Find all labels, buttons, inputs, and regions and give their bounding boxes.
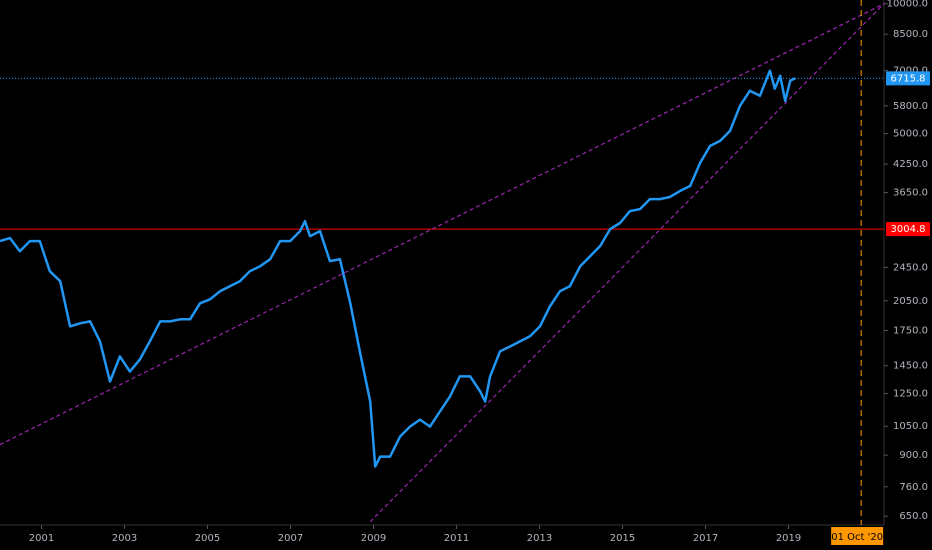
price-label-box bbox=[886, 222, 930, 237]
y-tick-label: 2050.0 bbox=[893, 296, 928, 307]
y-tick-label: 1250.0 bbox=[893, 389, 928, 400]
x-tick-label: 2015 bbox=[610, 533, 635, 544]
y-tick-label: 1050.0 bbox=[893, 421, 928, 432]
x-tick-label: 2019 bbox=[776, 533, 801, 544]
time-label: 01 Oct '20 bbox=[831, 532, 883, 543]
x-tick-label: 2001 bbox=[29, 533, 54, 544]
x-tick-label: 2007 bbox=[278, 533, 303, 544]
trend-line bbox=[0, 3, 885, 446]
x-tick-label: 2017 bbox=[693, 533, 718, 544]
y-tick-label: 900.0 bbox=[899, 450, 928, 461]
price-line bbox=[0, 69, 796, 468]
y-tick-label: 760.0 bbox=[899, 482, 928, 493]
y-tick-label: 10000.0 bbox=[887, 0, 928, 10]
y-tick-label: 1750.0 bbox=[893, 325, 928, 336]
x-tick-label: 2009 bbox=[361, 533, 386, 544]
y-tick-label: 8500.0 bbox=[893, 29, 928, 40]
y-tick-label: 1450.0 bbox=[893, 361, 928, 372]
y-tick-label: 4250.0 bbox=[893, 159, 928, 170]
x-tick-label: 2011 bbox=[444, 533, 469, 544]
price-label: 3004.8 bbox=[891, 224, 926, 235]
price-label: 6715.8 bbox=[891, 73, 926, 84]
y-tick-label: 3650.0 bbox=[893, 188, 928, 199]
x-tick-label: 2003 bbox=[112, 533, 137, 544]
trend-line bbox=[369, 3, 885, 523]
price-label-box bbox=[886, 71, 930, 86]
y-tick-label: 5000.0 bbox=[893, 129, 928, 140]
y-tick-label: 650.0 bbox=[899, 511, 928, 522]
y-tick-label: 5800.0 bbox=[893, 101, 928, 112]
x-tick-label: 2013 bbox=[527, 533, 552, 544]
x-tick-label: 2005 bbox=[195, 533, 220, 544]
y-tick-label: 2450.0 bbox=[893, 262, 928, 273]
y-tick-label: 7000.0 bbox=[893, 66, 928, 77]
time-label-box bbox=[831, 527, 884, 545]
